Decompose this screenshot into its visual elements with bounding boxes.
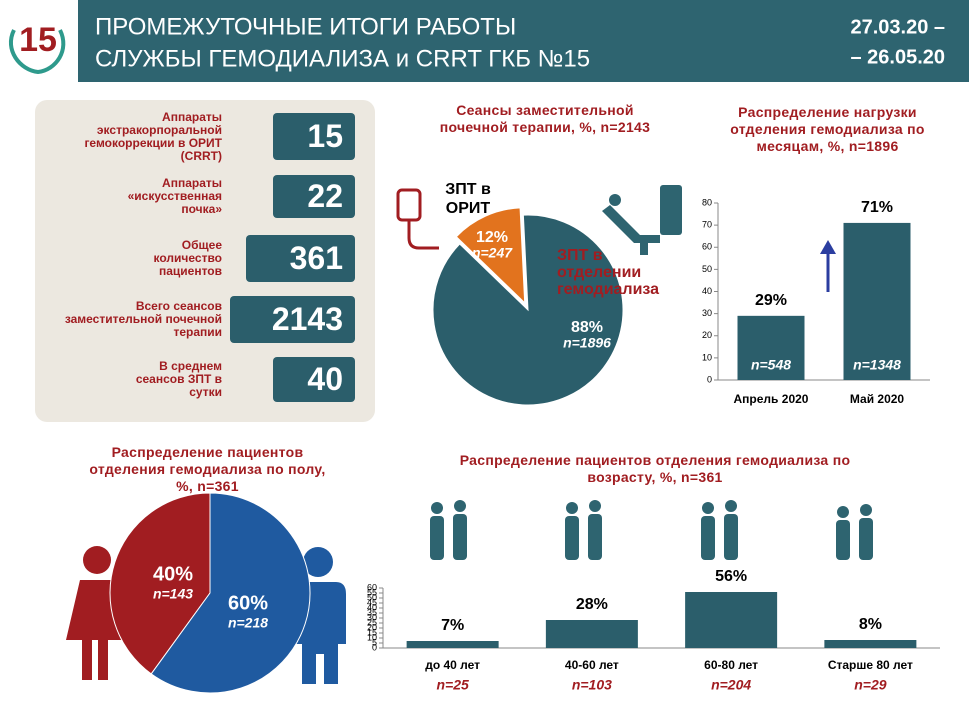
- stat-value: 2143: [272, 301, 343, 337]
- value-label: 8%: [859, 616, 882, 633]
- value-label: 28%: [576, 596, 608, 613]
- stat-label: Аппараты «искусственная почка»: [127, 176, 222, 216]
- slice-value-label: 88%: [571, 319, 603, 336]
- stat-value: 22: [307, 178, 343, 214]
- header-title: СЛУЖБЫ ГЕМОДИАЛИЗА и CRRT ГКБ №15: [95, 45, 590, 72]
- y-tick-label: 70: [702, 220, 712, 230]
- y-tick-label: 35: [367, 607, 377, 617]
- value-label: 56%: [715, 568, 747, 585]
- y-tick-label: 10: [702, 352, 712, 362]
- bar: [737, 315, 805, 380]
- stat-label: Аппараты экстракорпоральной гемокоррекци…: [84, 109, 222, 163]
- y-tick-label: 50: [702, 264, 712, 274]
- slice-count-label: n=1896: [563, 335, 611, 351]
- x-tick-label: 40-60 лет: [565, 658, 619, 672]
- header-date: 27.03.20 –: [850, 16, 945, 38]
- slice-count-label: n=143: [153, 586, 193, 602]
- y-tick-label: 20: [367, 622, 377, 632]
- bar: [406, 641, 499, 648]
- y-tick-label: 25: [367, 617, 377, 627]
- stat-box: [273, 113, 355, 160]
- y-tick-label: 15: [367, 627, 377, 637]
- chart-title: Распределение пациентов отделения гемоди…: [89, 444, 326, 494]
- iv-icon: [396, 188, 439, 250]
- growth-arrow-head: [820, 240, 836, 254]
- slice-name: ЗПТ в отделении гемодиализа: [557, 247, 660, 298]
- slice-count-label: n=247: [472, 245, 513, 261]
- stat-box: [273, 175, 355, 218]
- y-tick-label: 45: [367, 597, 377, 607]
- stat-value: 15: [307, 118, 343, 154]
- bar: [685, 592, 778, 648]
- stat-box: [273, 357, 355, 402]
- slice-count-label: n=218: [228, 615, 268, 631]
- pie-slice: [109, 492, 211, 675]
- dialysis-icon: [602, 185, 682, 255]
- y-tick-label: 80: [702, 197, 712, 207]
- x-tick-label: 60-80 лет: [704, 658, 758, 672]
- x-tick-label: до 40 лет: [425, 658, 480, 672]
- y-tick-label: 40: [702, 286, 712, 296]
- slice-value-label: 40%: [153, 563, 193, 585]
- value-label: 71%: [861, 199, 893, 216]
- people-icons: [430, 500, 873, 560]
- chart-title: Сеансы заместительной почечной терапии, …: [439, 102, 651, 135]
- y-tick-label: 30: [367, 612, 377, 622]
- count-label: n=103: [572, 677, 612, 693]
- header-title: ПРОМЕЖУТОЧНЫЕ ИТОГИ РАБОТЫ: [95, 13, 516, 40]
- y-tick-label: 50: [367, 592, 377, 602]
- stat-value: 40: [307, 361, 343, 397]
- value-label: 7%: [441, 617, 464, 634]
- y-tick-label: 60: [702, 242, 712, 252]
- x-tick-label: Старше 80 лет: [828, 658, 913, 672]
- stat-value: 361: [290, 240, 343, 276]
- bar: [843, 222, 911, 380]
- logo-heart: [8, 29, 66, 75]
- bar: [824, 640, 917, 648]
- slice-value-label: 60%: [228, 592, 268, 614]
- value-label: 29%: [755, 292, 787, 309]
- slice-value-label: 12%: [476, 229, 508, 246]
- x-tick-label: Апрель 2020: [734, 392, 809, 406]
- bar: [545, 620, 638, 648]
- count-label: n=29: [854, 677, 887, 693]
- x-tick-label: Май 2020: [850, 392, 905, 406]
- pie-slice: [432, 214, 624, 406]
- stat-label: В среднем сеансов ЗПТ в сутки: [135, 359, 222, 399]
- header-date: – 26.05.20: [850, 46, 945, 68]
- count-label: n=25: [436, 677, 469, 693]
- count-label: n=204: [711, 677, 751, 693]
- count-label: n=548: [751, 357, 791, 373]
- y-tick-label: 55: [367, 587, 377, 597]
- y-tick-label: 60: [367, 582, 377, 592]
- y-tick-label: 10: [367, 632, 377, 642]
- y-tick-label: 0: [372, 642, 377, 652]
- y-tick-label: 40: [367, 602, 377, 612]
- logo: 15: [19, 21, 57, 59]
- header-bar: [78, 0, 969, 82]
- y-tick-label: 5: [372, 637, 377, 647]
- y-tick-label: 20: [702, 330, 712, 340]
- chart-title: Распределение пациентов отделения гемоди…: [459, 452, 851, 485]
- stat-box: [230, 296, 355, 343]
- pie-slice: [150, 492, 311, 694]
- stat-label: Общее количество пациентов: [153, 238, 222, 278]
- y-tick-label: 0: [707, 374, 712, 384]
- count-label: n=1348: [853, 357, 901, 373]
- stat-box: [246, 235, 355, 282]
- y-tick-label: 30: [702, 308, 712, 318]
- slice-name: ЗПТ в ОРИТ: [445, 181, 491, 217]
- stat-label: Всего сеансов заместительной почечной те…: [64, 299, 222, 339]
- chart-title: Распределение нагрузки отделения гемодиа…: [730, 104, 925, 154]
- pie-slice: [455, 207, 526, 304]
